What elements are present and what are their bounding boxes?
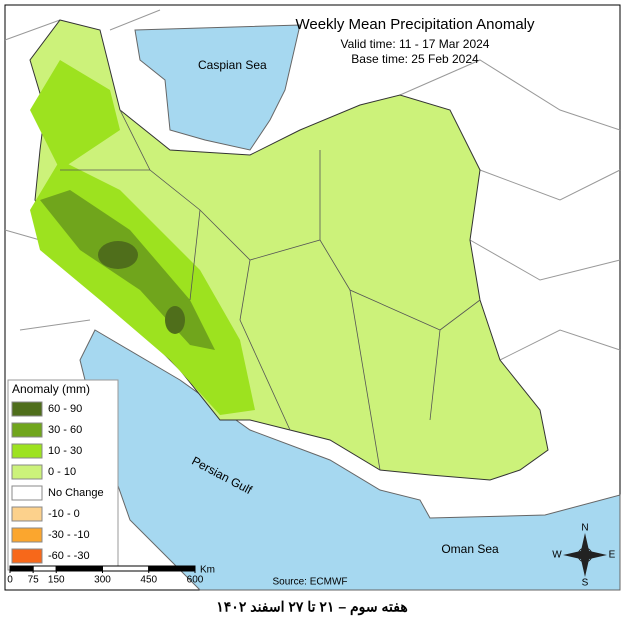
base-time: Base time: 25 Feb 2024 xyxy=(351,52,479,66)
scale-segment xyxy=(32,565,57,572)
legend-label: -10 - 0 xyxy=(48,508,80,520)
compass-w: W xyxy=(552,550,562,561)
scale-label: 450 xyxy=(140,575,157,586)
compass-n: N xyxy=(581,523,588,534)
valid-time: Valid time: 11 - 17 Mar 2024 xyxy=(341,37,490,51)
neighbor-borders xyxy=(4,9,621,361)
legend-swatch xyxy=(11,485,43,501)
caspian-sea xyxy=(134,24,301,151)
legend: Anomaly (mm) 60 - 90 30 - 60 10 - 30 0 - 10… xyxy=(7,379,119,571)
province-borders xyxy=(60,109,481,471)
legend-swatch xyxy=(11,548,43,564)
scale-segment xyxy=(55,565,103,572)
legend-label: 60 - 90 xyxy=(48,403,82,415)
legend-swatch xyxy=(11,443,43,459)
legend-label: -30 - -10 xyxy=(48,529,90,541)
legend-label: 10 - 30 xyxy=(48,445,82,457)
scale-label: 0 xyxy=(7,575,13,586)
compass-ring xyxy=(577,547,593,563)
anomaly-60-90 xyxy=(98,241,138,269)
scale-label: 600 xyxy=(187,575,204,586)
scale-unit: Km xyxy=(200,565,215,576)
legend-swatch xyxy=(11,464,43,480)
compass-e: E xyxy=(609,550,616,561)
legend-title: Anomaly (mm) xyxy=(12,382,90,396)
sea-label: Caspian Sea xyxy=(198,58,267,72)
scale-label: 300 xyxy=(94,575,111,586)
compass-rose xyxy=(563,533,607,577)
legend-swatch xyxy=(11,506,43,522)
source: Source: ECMWF xyxy=(272,577,347,588)
footer: هفته سوم – ۲۱ تا ۲۷ اسفند ۱۴۰۲ xyxy=(216,599,407,616)
legend-label: No Change xyxy=(48,487,104,499)
legend-swatch xyxy=(11,422,43,438)
sea-label: Oman Sea xyxy=(441,542,499,556)
anomaly-60-90 xyxy=(165,306,185,334)
compass-s: S xyxy=(582,578,589,589)
scale-segment xyxy=(148,565,196,572)
title: Weekly Mean Precipitation Anomaly xyxy=(295,16,535,33)
scale-segment xyxy=(9,565,34,572)
legend-label: -60 - -30 xyxy=(48,550,90,562)
scale-label: 150 xyxy=(48,575,65,586)
compass: N E S W xyxy=(552,523,615,589)
legend-swatch xyxy=(11,401,43,417)
scale-label: 75 xyxy=(28,575,40,586)
scale-segment xyxy=(102,565,150,572)
legend-label: 30 - 60 xyxy=(48,424,82,436)
legend-swatch xyxy=(11,527,43,543)
legend-label: 0 - 10 xyxy=(48,466,76,478)
